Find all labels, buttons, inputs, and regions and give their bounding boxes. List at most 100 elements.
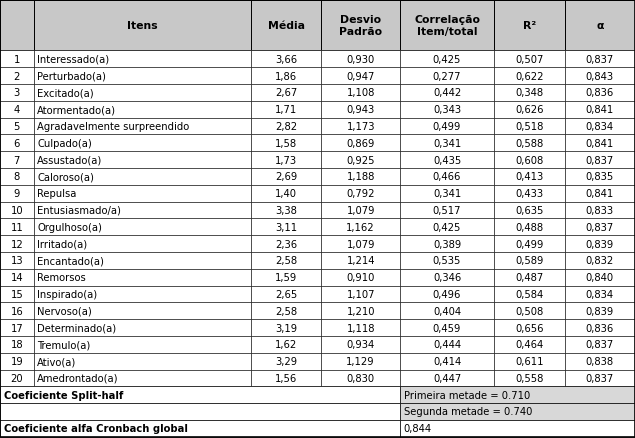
Text: 1,73: 1,73	[275, 155, 297, 165]
Text: 3,66: 3,66	[275, 55, 297, 65]
Text: 0,656: 0,656	[515, 323, 544, 333]
Bar	[400, 286, 494, 303]
Text: 0,435: 0,435	[433, 155, 461, 165]
Bar	[400, 252, 494, 269]
Text: 0,341: 0,341	[433, 189, 461, 199]
Bar	[34, 252, 251, 269]
Text: 0,835: 0,835	[585, 172, 614, 182]
Bar	[565, 1, 635, 51]
Text: 0,837: 0,837	[585, 373, 614, 383]
Bar	[565, 303, 635, 319]
Bar	[400, 303, 494, 319]
Bar	[0, 269, 34, 286]
Text: 2: 2	[13, 71, 20, 81]
Text: Média: Média	[268, 21, 305, 31]
Text: 0,425: 0,425	[433, 222, 461, 232]
Text: 0,608: 0,608	[516, 155, 544, 165]
Bar	[0, 185, 34, 202]
Text: 1,188: 1,188	[347, 172, 375, 182]
Text: α: α	[596, 21, 603, 31]
Text: 0,433: 0,433	[516, 189, 544, 199]
Text: Irritado(a): Irritado(a)	[37, 239, 88, 249]
Text: 0,844: 0,844	[404, 423, 432, 433]
Text: Primeira metade = 0.710: Primeira metade = 0.710	[404, 390, 530, 400]
Text: 0,841: 0,841	[585, 189, 614, 199]
Bar	[251, 252, 321, 269]
Bar	[494, 135, 565, 152]
Bar	[400, 169, 494, 185]
Bar	[34, 236, 251, 252]
Text: 1,210: 1,210	[347, 306, 375, 316]
Bar	[251, 336, 321, 353]
Bar	[565, 202, 635, 219]
Text: 17: 17	[10, 323, 23, 333]
Bar	[494, 370, 565, 386]
Bar	[565, 118, 635, 135]
Text: 1,56: 1,56	[275, 373, 297, 383]
Text: 2,67: 2,67	[275, 88, 297, 98]
Text: 2,58: 2,58	[275, 256, 297, 266]
Bar	[321, 135, 400, 152]
Text: Agradavelmente surpreendido: Agradavelmente surpreendido	[37, 122, 190, 132]
Bar	[0, 386, 400, 403]
Text: 0,535: 0,535	[433, 256, 461, 266]
Bar	[34, 370, 251, 386]
Bar	[34, 169, 251, 185]
Bar	[0, 102, 34, 118]
Text: 5: 5	[13, 122, 20, 132]
Text: 1,129: 1,129	[346, 356, 375, 366]
Bar	[494, 51, 565, 68]
Bar	[494, 202, 565, 219]
Text: 0,837: 0,837	[585, 155, 614, 165]
Text: 0,635: 0,635	[515, 205, 544, 215]
Text: 0,341: 0,341	[433, 138, 461, 148]
Text: 0,425: 0,425	[433, 55, 461, 65]
Text: 0,588: 0,588	[516, 138, 544, 148]
Text: 0,947: 0,947	[347, 71, 375, 81]
Bar	[251, 169, 321, 185]
Text: 1,71: 1,71	[275, 105, 297, 115]
Text: 2,36: 2,36	[275, 239, 297, 249]
Bar	[565, 353, 635, 370]
Bar	[0, 219, 34, 236]
Bar	[400, 403, 635, 420]
Bar	[251, 219, 321, 236]
Bar	[34, 286, 251, 303]
Text: 0,488: 0,488	[516, 222, 544, 232]
Bar	[34, 319, 251, 336]
Bar	[34, 135, 251, 152]
Bar	[565, 102, 635, 118]
Text: 0,838: 0,838	[585, 356, 614, 366]
Text: 0,843: 0,843	[585, 71, 614, 81]
Bar	[0, 420, 400, 437]
Bar	[400, 386, 635, 403]
Text: 0,841: 0,841	[585, 138, 614, 148]
Text: 0,442: 0,442	[433, 88, 461, 98]
Bar	[400, 420, 635, 437]
Bar	[251, 370, 321, 386]
Bar	[321, 219, 400, 236]
Text: 0,943: 0,943	[347, 105, 375, 115]
Bar	[0, 85, 34, 102]
Bar	[0, 236, 34, 252]
Bar	[34, 68, 251, 85]
Text: 0,404: 0,404	[433, 306, 461, 316]
Bar	[251, 202, 321, 219]
Text: 0,834: 0,834	[585, 289, 614, 299]
Text: Desvio
Padrão: Desvio Padrão	[339, 15, 382, 37]
Bar	[251, 85, 321, 102]
Bar	[400, 135, 494, 152]
Bar	[494, 236, 565, 252]
Bar	[565, 269, 635, 286]
Bar	[0, 202, 34, 219]
Text: Tremulo(a): Tremulo(a)	[37, 339, 91, 350]
Text: Correlação
Item/total: Correlação Item/total	[414, 15, 480, 37]
Text: 0,487: 0,487	[516, 272, 544, 283]
Text: 0,869: 0,869	[347, 138, 375, 148]
Bar	[251, 152, 321, 169]
Text: 1,108: 1,108	[347, 88, 375, 98]
Text: 12: 12	[10, 239, 23, 249]
Text: 0,840: 0,840	[585, 272, 614, 283]
Bar	[321, 286, 400, 303]
Text: 0,348: 0,348	[516, 88, 544, 98]
